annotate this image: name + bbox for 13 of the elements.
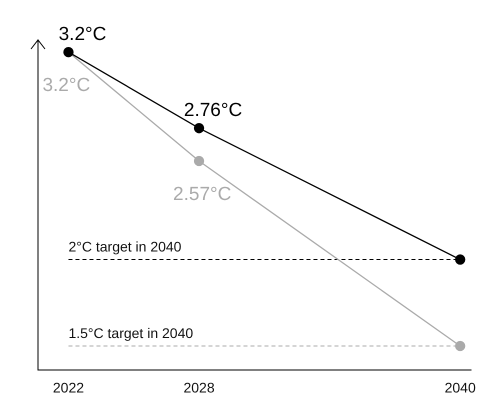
- x-tick-label: 2040: [444, 379, 476, 396]
- point: [455, 254, 466, 265]
- ref-line-label: 1.5°C target in 2040: [68, 324, 194, 341]
- point: [455, 340, 466, 352]
- point: [194, 123, 204, 134]
- data-label: 2.76°C: [184, 100, 242, 121]
- x-tick-label: 2022: [52, 379, 84, 396]
- ref-line-label: 2°C target in 2040: [68, 238, 182, 254]
- point: [194, 156, 204, 166]
- x-tick-label: 2028: [183, 379, 215, 396]
- data-label: 3.2°C: [58, 24, 106, 45]
- data-label: 2.57°C: [173, 184, 232, 205]
- data-label: 3.2°C: [42, 74, 90, 96]
